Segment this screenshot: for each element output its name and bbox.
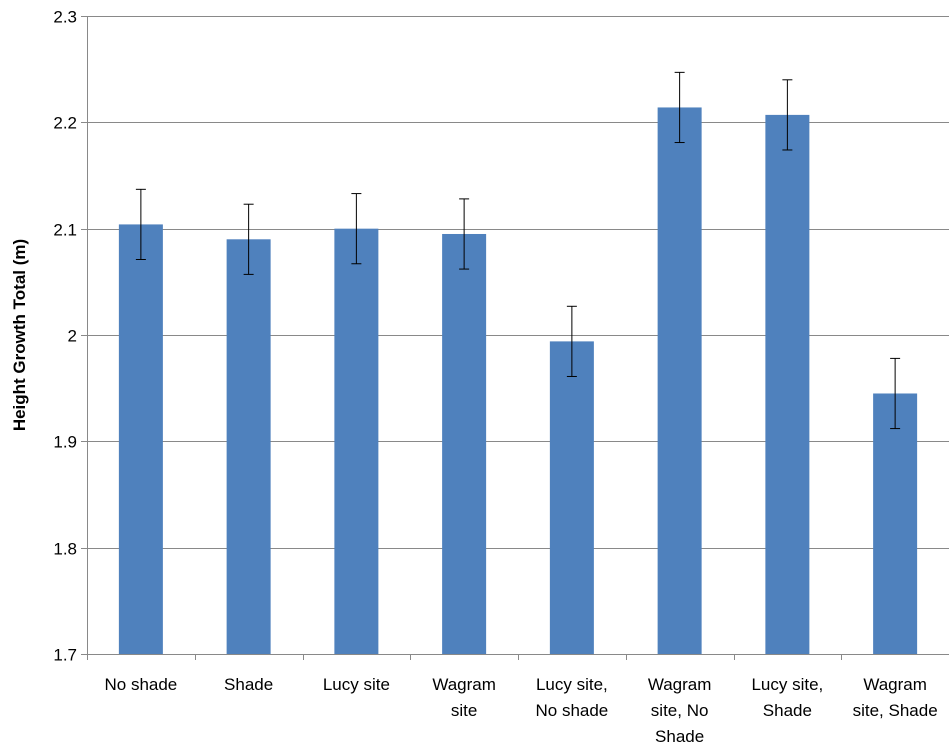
x-category-label: Shade <box>224 675 273 694</box>
x-category-label-line: Wagram <box>432 675 496 694</box>
bars <box>118 107 918 655</box>
x-category-label-line: No shade <box>104 675 177 694</box>
x-category-label-line: site, Shade <box>853 701 938 720</box>
x-category-label-line: Shade <box>655 727 704 746</box>
x-category-label-line: site <box>451 701 477 720</box>
x-category-label: Wagram site <box>432 675 496 720</box>
x-category-label-line: Shade <box>224 675 273 694</box>
y-tick-label: 1.7 <box>53 646 77 665</box>
y-tick-label: 2.3 <box>53 8 77 27</box>
bar <box>334 228 379 654</box>
x-category-label: Wagram site, No Shade <box>648 675 712 746</box>
bar <box>442 233 487 654</box>
x-category-label: Lucy site <box>323 675 390 694</box>
y-tick-label: 2.1 <box>53 221 77 240</box>
x-category-label-line: Lucy site, <box>751 675 823 694</box>
x-category-label: Lucy site, Shade <box>751 675 823 720</box>
y-axis-title: Height Growth Total (m) <box>10 239 29 431</box>
bar <box>873 393 918 654</box>
axes <box>81 16 949 660</box>
x-category-label-line: No shade <box>535 701 608 720</box>
x-category-label-line: Lucy site <box>323 675 390 694</box>
x-category-label-line: site, No <box>651 701 709 720</box>
x-category-label-line: Wagram <box>863 675 927 694</box>
y-tick-label: 2.2 <box>53 114 77 133</box>
labels: 1.71.81.922.12.22.3No shade Shade Lucy sit… <box>53 8 937 747</box>
y-tick-label: 1.8 <box>53 540 77 559</box>
bar <box>549 341 594 654</box>
x-category-label-line: Lucy site, <box>536 675 608 694</box>
y-tick-label: 1.9 <box>53 433 77 452</box>
x-category-label-line: Shade <box>763 701 812 720</box>
x-category-label-line: Wagram <box>648 675 712 694</box>
gridlines <box>87 16 949 549</box>
error-bars <box>135 71 901 430</box>
x-category-label: Lucy site, No shade <box>535 675 608 720</box>
bar <box>118 224 163 654</box>
y-tick-label: 2 <box>68 327 77 346</box>
bar <box>765 114 810 654</box>
bar <box>657 107 702 655</box>
x-category-label: Wagram site, Shade <box>853 675 938 720</box>
bar <box>226 239 271 655</box>
x-category-label: No shade <box>104 675 177 694</box>
